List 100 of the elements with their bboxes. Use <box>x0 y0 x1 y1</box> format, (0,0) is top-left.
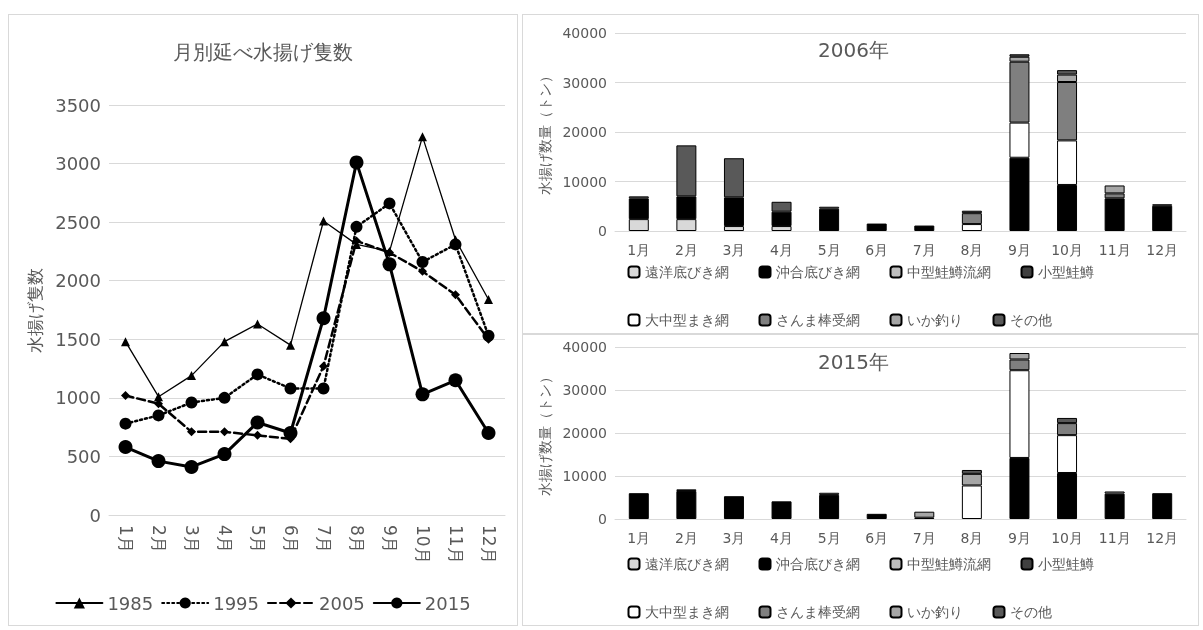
bar <box>866 513 887 519</box>
legend-label: 小型鮭鱒 <box>1037 556 1094 572</box>
point <box>349 155 364 170</box>
legend-label: 大中型まき網 <box>644 312 729 328</box>
legend-label: 中型鮭鱒流網 <box>906 264 991 280</box>
x-tick-label: 9月 <box>379 525 400 553</box>
legend-label: 遠洋底びき網 <box>644 264 729 280</box>
point <box>253 319 262 329</box>
bar <box>819 208 840 231</box>
point <box>121 391 130 401</box>
x-tick-label: 7月 <box>912 242 936 258</box>
x-tick-label: 6月 <box>865 530 889 546</box>
bar <box>676 491 697 519</box>
bar <box>1152 205 1173 231</box>
point <box>418 266 427 276</box>
x-tick-label: 1月 <box>115 525 136 553</box>
y-tick-label: 40000 <box>562 339 607 355</box>
x-tick-label: 5月 <box>247 525 268 553</box>
point <box>185 396 198 409</box>
x-tick-label: 5月 <box>817 242 841 258</box>
y-tick-label: 1000 <box>55 387 101 409</box>
bar <box>866 223 887 231</box>
bar <box>914 511 935 518</box>
y-axis-title: 水揚げ数量（トン） <box>536 370 553 496</box>
y-tick-label: 40000 <box>562 25 607 41</box>
x-tick-label: 9月 <box>1008 530 1031 546</box>
x-tick-label: 8月 <box>960 530 984 546</box>
y-tick-label: 0 <box>598 511 607 527</box>
point <box>118 440 133 455</box>
legend-label: 遠洋底びき網 <box>644 556 729 572</box>
point <box>383 197 396 210</box>
legend-label: 1995 <box>213 592 259 614</box>
x-tick-label: 6月 <box>865 242 889 258</box>
point <box>217 447 232 462</box>
point <box>250 415 265 430</box>
x-tick-label: 11月 <box>1098 242 1131 258</box>
bar <box>628 493 649 519</box>
legend-label: 小型鮭鱒 <box>1037 264 1094 280</box>
x-tick-label: 1月 <box>627 530 651 546</box>
x-tick-label: 12月 <box>478 525 499 564</box>
x-tick-label: 10月 <box>412 525 433 564</box>
point <box>121 337 130 347</box>
chart-title: 2015年 <box>818 350 889 374</box>
point <box>415 387 430 402</box>
x-tick-label: 7月 <box>313 525 334 553</box>
y-tick-label: 10000 <box>562 468 607 484</box>
point <box>184 459 199 474</box>
point <box>187 427 196 437</box>
bar <box>1152 493 1173 519</box>
legend-label: さんま棒受網 <box>775 604 860 620</box>
y-tick-label: 30000 <box>562 382 607 398</box>
legend-label: 2015 <box>424 592 471 614</box>
legend-label: 2005 <box>319 592 365 614</box>
legend-label: いか釣り <box>906 312 963 328</box>
y-axis-title: 水揚げ隻数 <box>24 267 45 353</box>
x-tick-label: 12月 <box>1146 242 1179 258</box>
x-tick-label: 4月 <box>770 530 793 546</box>
y-tick-label: 2000 <box>55 270 101 292</box>
point <box>154 392 163 402</box>
bar <box>819 494 840 519</box>
y-tick-label: 20000 <box>562 425 607 441</box>
point <box>448 373 463 388</box>
point <box>218 391 231 404</box>
x-tick-label: 6月 <box>280 525 301 553</box>
bar <box>771 501 792 519</box>
point <box>418 132 427 142</box>
y-tick-label: 500 <box>66 445 101 467</box>
x-tick-label: 3月 <box>722 242 746 258</box>
legend-label: その他 <box>1009 604 1052 620</box>
x-tick-label: 11月 <box>1098 530 1131 546</box>
x-tick-label: 4月 <box>770 242 793 258</box>
point <box>283 426 298 440</box>
point <box>253 430 262 440</box>
chart-title: 2006年 <box>818 38 889 62</box>
x-tick-label: 7月 <box>912 530 936 546</box>
y-tick-label: 0 <box>598 223 607 239</box>
legend-label: 沖合底びき網 <box>775 556 860 572</box>
x-tick-label: 2月 <box>674 242 698 258</box>
point <box>382 257 397 272</box>
legend-label: 中型鮭鱒流網 <box>906 556 991 572</box>
bar <box>914 225 935 231</box>
x-tick-label: 8月 <box>960 242 984 258</box>
point <box>152 409 165 422</box>
x-tick-label: 12月 <box>1146 530 1179 546</box>
bar <box>723 496 744 519</box>
point <box>350 220 363 233</box>
legend-label: 沖合底びき網 <box>775 264 860 280</box>
x-tick-label: 10月 <box>1051 242 1083 258</box>
y-tick-label: 3500 <box>55 94 101 116</box>
point <box>319 361 328 371</box>
x-tick-label: 2月 <box>674 530 698 546</box>
point <box>451 290 460 300</box>
point <box>319 216 328 226</box>
y-tick-label: 0 <box>89 504 101 526</box>
point <box>151 454 166 469</box>
x-tick-label: 1月 <box>627 242 651 258</box>
x-tick-label: 10月 <box>1051 530 1083 546</box>
y-tick-label: 20000 <box>562 124 607 140</box>
point <box>481 426 496 440</box>
point <box>187 371 196 381</box>
